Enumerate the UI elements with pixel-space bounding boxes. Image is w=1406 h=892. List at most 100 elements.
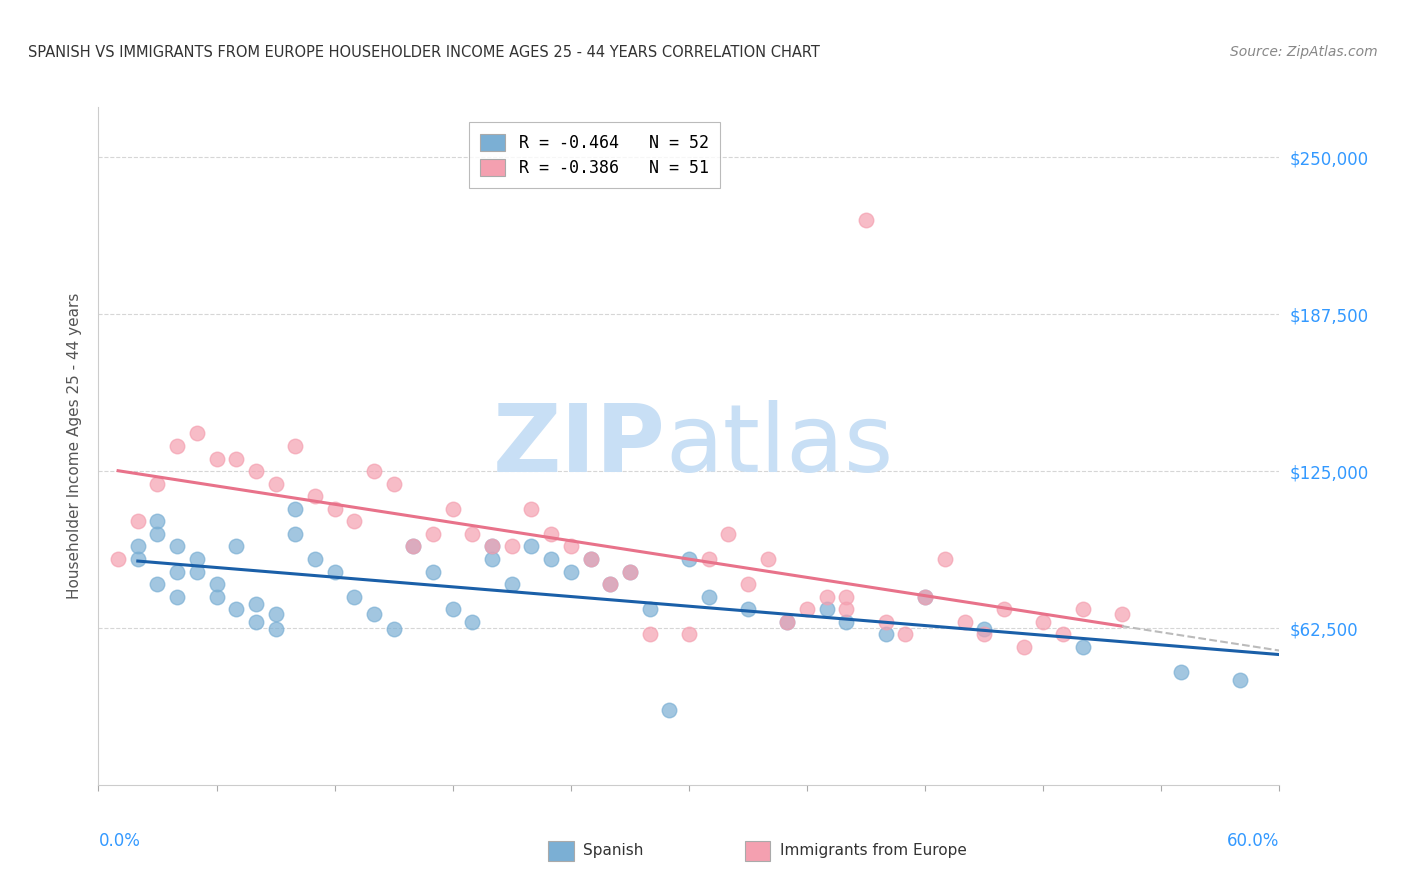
Point: [914, 590, 936, 604]
Point: [855, 213, 877, 227]
Point: [835, 602, 858, 616]
Point: [520, 501, 543, 516]
Point: [973, 627, 995, 641]
Point: [737, 577, 759, 591]
Point: [402, 540, 425, 554]
Point: [835, 590, 858, 604]
Point: [560, 565, 582, 579]
Point: [560, 540, 582, 554]
Point: [993, 602, 1015, 616]
Point: [1170, 665, 1192, 679]
Point: [146, 514, 169, 528]
Point: [284, 527, 307, 541]
Point: [264, 622, 287, 636]
Point: [697, 590, 720, 604]
Point: [953, 615, 976, 629]
Point: [402, 540, 425, 554]
Point: [717, 527, 740, 541]
Point: [323, 501, 346, 516]
Point: [264, 476, 287, 491]
Point: [441, 602, 464, 616]
Point: [934, 552, 956, 566]
Point: [481, 540, 503, 554]
Point: [461, 615, 484, 629]
Point: [619, 565, 641, 579]
Point: [1071, 640, 1094, 654]
Point: [127, 514, 149, 528]
Point: [382, 476, 405, 491]
Point: [422, 527, 444, 541]
Point: [284, 501, 307, 516]
Point: [599, 577, 621, 591]
Point: [481, 552, 503, 566]
Point: [501, 540, 523, 554]
Point: [225, 451, 247, 466]
Point: [481, 540, 503, 554]
Point: [225, 540, 247, 554]
Point: [619, 565, 641, 579]
Point: [540, 552, 562, 566]
Point: [323, 565, 346, 579]
Point: [815, 602, 838, 616]
Point: [579, 552, 602, 566]
Point: [737, 602, 759, 616]
Point: [146, 476, 169, 491]
Point: [1052, 627, 1074, 641]
Point: [186, 565, 208, 579]
Point: [245, 464, 267, 478]
Point: [796, 602, 818, 616]
Point: [579, 552, 602, 566]
Point: [1032, 615, 1054, 629]
Point: [363, 607, 385, 622]
Text: 0.0%: 0.0%: [98, 832, 141, 850]
Point: [461, 527, 484, 541]
Point: [815, 590, 838, 604]
Point: [697, 552, 720, 566]
Text: ZIP: ZIP: [492, 400, 665, 492]
Point: [146, 577, 169, 591]
Text: Immigrants from Europe: Immigrants from Europe: [780, 844, 967, 858]
Point: [540, 527, 562, 541]
Point: [776, 615, 799, 629]
Point: [107, 552, 129, 566]
Point: [146, 527, 169, 541]
Point: [166, 565, 188, 579]
Text: Source: ZipAtlas.com: Source: ZipAtlas.com: [1230, 45, 1378, 59]
Point: [127, 540, 149, 554]
Point: [599, 577, 621, 591]
Point: [382, 622, 405, 636]
Point: [166, 439, 188, 453]
Point: [304, 552, 326, 566]
Point: [835, 615, 858, 629]
Point: [304, 489, 326, 503]
Point: [914, 590, 936, 604]
Point: [127, 552, 149, 566]
Point: [658, 703, 681, 717]
Point: [501, 577, 523, 591]
Y-axis label: Householder Income Ages 25 - 44 years: Householder Income Ages 25 - 44 years: [67, 293, 83, 599]
Point: [678, 552, 700, 566]
Point: [205, 451, 228, 466]
Text: atlas: atlas: [665, 400, 894, 492]
Point: [756, 552, 779, 566]
Point: [245, 597, 267, 611]
Text: 60.0%: 60.0%: [1227, 832, 1279, 850]
Point: [343, 514, 366, 528]
Point: [422, 565, 444, 579]
Point: [520, 540, 543, 554]
Point: [186, 426, 208, 441]
Legend: R = -0.464   N = 52, R = -0.386   N = 51: R = -0.464 N = 52, R = -0.386 N = 51: [468, 122, 720, 188]
Point: [776, 615, 799, 629]
Point: [284, 439, 307, 453]
Point: [166, 590, 188, 604]
Point: [1012, 640, 1035, 654]
Point: [1229, 673, 1251, 687]
Point: [441, 501, 464, 516]
Point: [166, 540, 188, 554]
Point: [638, 627, 661, 641]
Point: [186, 552, 208, 566]
Point: [638, 602, 661, 616]
Point: [363, 464, 385, 478]
Point: [343, 590, 366, 604]
Point: [894, 627, 917, 641]
